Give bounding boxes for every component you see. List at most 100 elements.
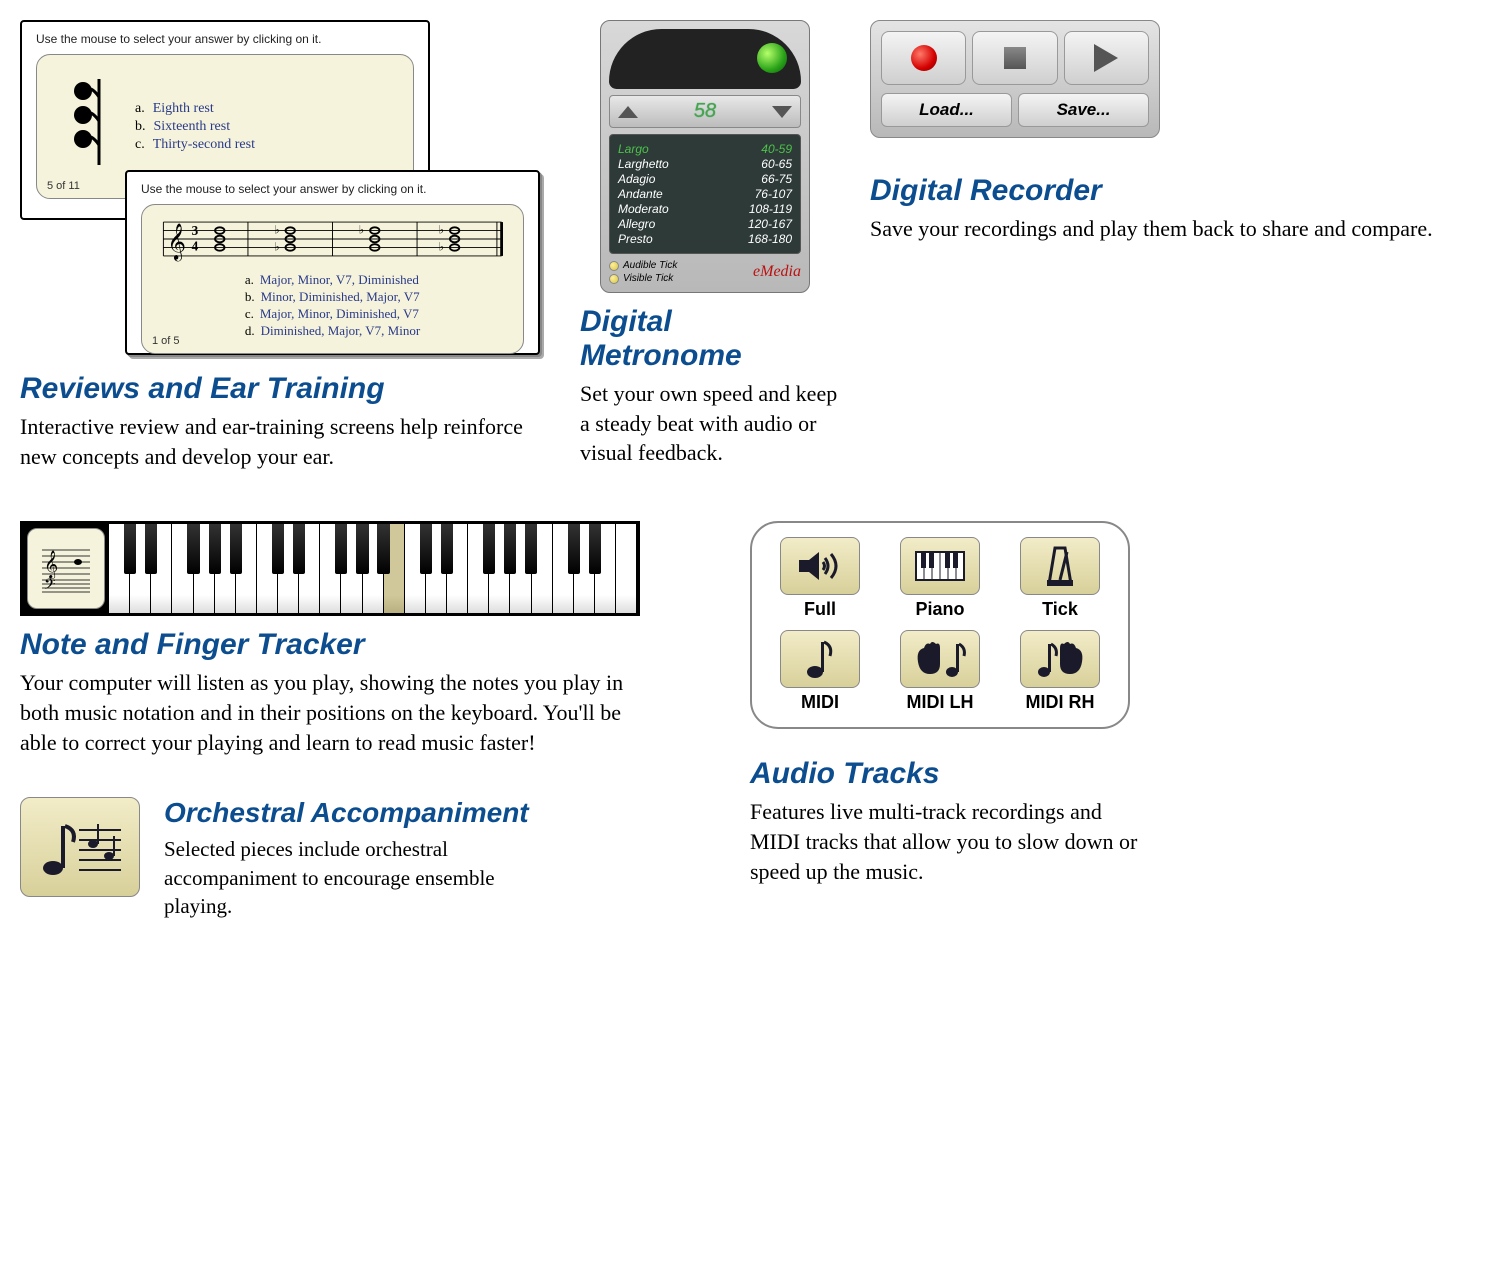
keyboard-tracker: 𝄞 𝄢 xyxy=(20,521,640,616)
music-staff: 𝄞 34 ♭ ♭ ♭ ♭ ♭ xyxy=(154,213,511,265)
tempo-down-button[interactable] xyxy=(772,106,792,118)
quiz-options: a.Eighth rest b.Sixteenth rest c.Thirty-… xyxy=(135,99,255,155)
black-key[interactable] xyxy=(441,524,453,574)
ear-training-body: Interactive review and ear-training scre… xyxy=(20,412,550,471)
audio-label: MIDI RH xyxy=(1010,692,1110,713)
metronome-display xyxy=(609,29,801,89)
audio-title: Audio Tracks xyxy=(750,757,1468,791)
svg-text:♭: ♭ xyxy=(359,224,364,236)
svg-text:3: 3 xyxy=(192,223,199,238)
black-key[interactable] xyxy=(230,524,242,574)
piano-keys[interactable] xyxy=(109,524,637,613)
load-button[interactable]: Load... xyxy=(881,93,1012,127)
tempo-row[interactable]: Presto168-180 xyxy=(618,232,792,246)
audio-label: MIDI xyxy=(770,692,870,713)
quiz-option[interactable]: d.Diminished, Major, V7, Minor xyxy=(245,323,420,339)
black-key[interactable] xyxy=(335,524,347,574)
black-key[interactable] xyxy=(272,524,284,574)
black-key[interactable] xyxy=(187,524,199,574)
black-key[interactable] xyxy=(356,524,368,574)
black-key[interactable] xyxy=(377,524,389,574)
audio-tracks-panel: Full Piano Tick MIDI xyxy=(750,521,1130,729)
tempo-row[interactable]: Allegro120-167 xyxy=(618,217,792,231)
recorder-title: Digital Recorder xyxy=(870,174,1468,208)
black-key[interactable] xyxy=(589,524,601,574)
black-key[interactable] xyxy=(209,524,221,574)
stop-icon xyxy=(1004,47,1026,69)
recorder: Load... Save... xyxy=(870,20,1160,138)
audio-tick-button[interactable] xyxy=(1020,537,1100,595)
black-key[interactable] xyxy=(525,524,537,574)
tempo-up-button[interactable] xyxy=(618,106,638,118)
tracker-body: Your computer will listen as you play, s… xyxy=(20,668,640,757)
tempo-row[interactable]: Largo40-59 xyxy=(618,142,792,156)
svg-text:𝄢: 𝄢 xyxy=(44,576,56,594)
audio-body: Features live multi-track recordings and… xyxy=(750,797,1150,886)
stop-button[interactable] xyxy=(972,31,1057,85)
audio-piano-button[interactable] xyxy=(900,537,980,595)
quiz-pager: 5 of 11 xyxy=(47,180,80,192)
play-button[interactable] xyxy=(1064,31,1149,85)
play-icon xyxy=(1094,44,1118,72)
audio-full-button[interactable] xyxy=(780,537,860,595)
tempo-row[interactable]: Moderato108-119 xyxy=(618,202,792,216)
quiz-option[interactable]: a.Major, Minor, V7, Diminished xyxy=(245,272,420,288)
quiz-pager: 1 of 5 xyxy=(152,335,180,347)
tempo-row[interactable]: Larghetto60-65 xyxy=(618,157,792,171)
recorder-body: Save your recordings and play them back … xyxy=(870,214,1468,244)
metronome-title: Digital Metronome xyxy=(580,305,840,373)
tempo-row[interactable]: Adagio66-75 xyxy=(618,172,792,186)
tempo-list: Largo40-59 Larghetto60-65 Adagio66-75 An… xyxy=(609,134,801,254)
svg-text:𝄞: 𝄞 xyxy=(167,223,186,261)
record-icon xyxy=(911,45,937,71)
svg-text:♭: ♭ xyxy=(439,241,444,253)
black-key[interactable] xyxy=(420,524,432,574)
quiz-option[interactable]: c.Thirty-second rest xyxy=(135,137,255,153)
audio-label: Full xyxy=(770,599,870,620)
quiz-option[interactable]: b.Sixteenth rest xyxy=(135,119,255,135)
black-key[interactable] xyxy=(124,524,136,574)
svg-text:𝄞: 𝄞 xyxy=(44,551,58,579)
white-key[interactable] xyxy=(616,524,637,613)
metronome-led xyxy=(757,43,787,73)
quiz-card-chords: Use the mouse to select your answer by c… xyxy=(125,170,540,355)
audio-midi-lh-button[interactable] xyxy=(900,630,980,688)
tracker-title: Note and Finger Tracker xyxy=(20,628,640,662)
quiz-instruction: Use the mouse to select your answer by c… xyxy=(141,182,524,196)
orchestral-title: Orchestral Accompaniment xyxy=(164,797,529,829)
audio-label: MIDI LH xyxy=(890,692,990,713)
audio-midi-button[interactable] xyxy=(780,630,860,688)
quiz-options: a.Major, Minor, V7, Diminished b.Minor, … xyxy=(245,271,420,340)
black-key[interactable] xyxy=(483,524,495,574)
black-key[interactable] xyxy=(145,524,157,574)
quiz-option[interactable]: a.Eighth rest xyxy=(135,101,255,117)
notation-icon[interactable]: 𝄞 𝄢 xyxy=(27,528,105,609)
black-key[interactable] xyxy=(504,524,516,574)
quiz-cards: Use the mouse to select your answer by c… xyxy=(20,20,550,360)
metronome: 58 Largo40-59 Larghetto60-65 Adagio66-75… xyxy=(600,20,810,293)
black-key[interactable] xyxy=(293,524,305,574)
visible-tick-toggle[interactable]: Visible Tick xyxy=(609,273,677,284)
svg-text:♭: ♭ xyxy=(274,224,279,236)
orchestral-icon xyxy=(20,797,140,897)
svg-text:♭: ♭ xyxy=(274,241,279,253)
quiz-instruction: Use the mouse to select your answer by c… xyxy=(36,32,414,46)
emedia-logo: eMedia xyxy=(753,263,801,281)
ear-training-title: Reviews and Ear Training xyxy=(20,372,550,406)
record-button[interactable] xyxy=(881,31,966,85)
audio-label: Tick xyxy=(1010,599,1110,620)
metronome-body: Set your own speed and keep a steady bea… xyxy=(580,379,840,468)
black-key[interactable] xyxy=(568,524,580,574)
quiz-option[interactable]: c.Major, Minor, Diminished, V7 xyxy=(245,306,420,322)
quiz-option[interactable]: b.Minor, Diminished, Major, V7 xyxy=(245,289,420,305)
audible-tick-toggle[interactable]: Audible Tick xyxy=(609,260,677,271)
orchestral-body: Selected pieces include orchestral accom… xyxy=(164,835,524,920)
svg-text:♭: ♭ xyxy=(439,224,444,236)
audio-label: Piano xyxy=(890,599,990,620)
save-button[interactable]: Save... xyxy=(1018,93,1149,127)
bpm-value: 58 xyxy=(694,100,716,123)
svg-text:4: 4 xyxy=(192,238,199,253)
audio-midi-rh-button[interactable] xyxy=(1020,630,1100,688)
tempo-row[interactable]: Andante76-107 xyxy=(618,187,792,201)
rest-symbol xyxy=(69,79,115,175)
